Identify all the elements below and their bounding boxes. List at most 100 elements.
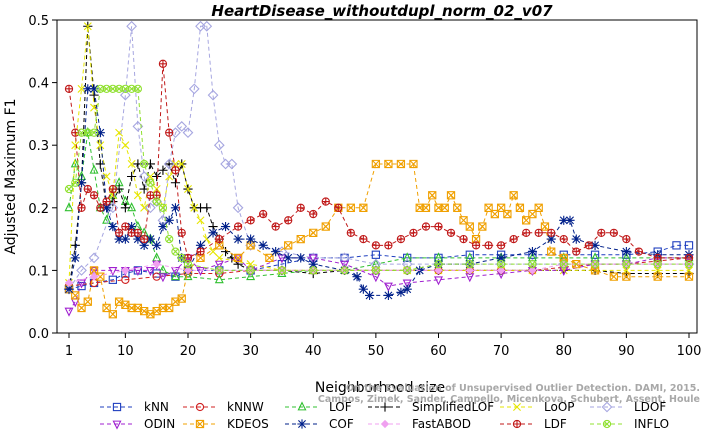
data-point-cof — [76, 178, 87, 188]
data-point-ldf — [121, 222, 129, 231]
data-point-cof — [271, 247, 281, 257]
data-point-loop — [102, 172, 111, 181]
data-point-inflo — [134, 85, 141, 92]
series-line-inflo — [68, 88, 689, 271]
legend-label-loop: LoOP — [544, 400, 575, 414]
data-point-cof — [383, 290, 393, 301]
series-line-ldf — [68, 63, 689, 259]
data-point-inflo — [146, 178, 155, 187]
data-point-ldf — [634, 247, 644, 256]
data-point-kdeos — [233, 253, 243, 263]
data-point-cof — [170, 203, 181, 213]
data-point-kdeos — [515, 203, 525, 212]
data-point-cof — [195, 240, 206, 250]
data-point-inflo — [121, 84, 130, 94]
data-point-kdeos — [503, 209, 512, 219]
data-point-loop — [215, 253, 224, 262]
data-point-ldof — [201, 20, 213, 32]
plot-frame — [56, 19, 698, 334]
data-point-ldf — [77, 203, 86, 212]
x-tick-label: 1 — [65, 344, 73, 359]
legend-label-inflo: INFLO — [634, 417, 669, 431]
data-point-inflo — [372, 267, 379, 274]
data-point-kdeos — [71, 291, 80, 300]
legend-marker-knn — [112, 402, 122, 412]
data-point-inflo — [215, 266, 224, 275]
data-point-ldf — [471, 241, 481, 250]
data-point-ldf — [152, 191, 161, 200]
data-point-ldf — [134, 229, 142, 237]
x-axis-title: Neighborhood size — [315, 380, 445, 396]
data-point-odin — [108, 266, 118, 277]
data-point-kdeos — [409, 159, 418, 169]
data-point-inflo — [133, 84, 143, 94]
data-point-inflo — [340, 266, 349, 275]
data-point-ldf — [109, 185, 117, 193]
data-point-kdeos — [177, 294, 186, 303]
data-point-loop — [96, 141, 105, 150]
data-point-odin — [434, 276, 443, 286]
data-point-fastabod — [89, 272, 99, 281]
data-point-ldf — [196, 247, 205, 256]
data-point-inflo — [371, 266, 381, 275]
data-point-odin — [340, 260, 350, 270]
data-point-inflo — [465, 259, 474, 269]
data-point-inflo — [91, 129, 98, 136]
data-point-inflo — [165, 234, 174, 244]
legend-item-fastabod: FastABOD — [368, 417, 471, 431]
data-point-ldof — [226, 158, 238, 170]
data-point-inflo — [590, 259, 600, 269]
data-point-ldf — [183, 253, 193, 263]
data-point-ldof — [126, 20, 138, 32]
data-point-cof — [133, 234, 143, 244]
data-point-kdeos — [440, 203, 449, 212]
data-point-ldf — [653, 253, 662, 263]
data-point-inflo — [341, 267, 348, 274]
data-point-inflo — [177, 253, 186, 263]
data-point-loop — [177, 159, 186, 168]
data-point-loop — [71, 141, 80, 150]
data-point-ldf — [522, 229, 530, 237]
data-point-cof — [296, 253, 306, 263]
data-point-ldf — [610, 229, 618, 237]
data-point-kdeos — [359, 203, 368, 212]
data-point-fastabod — [465, 266, 474, 275]
legend-marker-cof — [297, 419, 307, 429]
data-point-kdeos — [296, 234, 305, 244]
data-point-kdeos — [428, 191, 437, 200]
data-point-inflo — [559, 259, 568, 269]
data-point-ldf — [584, 241, 593, 250]
legend-label-simplifiedlof: SimplifiedLOF — [412, 400, 494, 414]
data-point-inflo — [89, 128, 99, 137]
data-point-lof — [89, 164, 99, 174]
data-point-inflo — [66, 186, 72, 193]
data-point-ldf — [396, 234, 406, 244]
data-point-simplifiedlof — [139, 184, 149, 194]
y-tick-label: 0.5 — [28, 14, 49, 29]
legend-item-odin: ODIN — [100, 417, 175, 431]
data-point-cof — [145, 234, 156, 244]
data-point-inflo — [172, 248, 179, 255]
data-point-ldf — [484, 241, 493, 249]
data-point-ldf — [434, 222, 443, 231]
data-point-ldf — [535, 229, 543, 237]
data-point-fastabod — [183, 266, 193, 275]
data-point-inflo — [435, 261, 442, 268]
x-tick-label: 90 — [618, 344, 635, 359]
data-point-kdeos — [284, 241, 293, 250]
data-point-ldof — [188, 83, 200, 95]
data-point-ldf — [409, 228, 418, 237]
legend-item-knnw: kNNW — [183, 400, 264, 414]
legend-label-kdeos: KDEOS — [227, 417, 269, 431]
legend-item-loop: LoOP — [500, 400, 575, 414]
data-point-ldf — [158, 59, 168, 68]
x-tick-label: 70 — [493, 344, 510, 359]
data-point-ldf — [585, 241, 593, 249]
legend-marker-inflo — [602, 419, 612, 429]
data-point-ldf — [284, 216, 292, 224]
data-point-ldof — [339, 252, 350, 264]
data-point-ldf — [309, 210, 317, 218]
data-point-inflo — [529, 261, 536, 268]
data-point-cof — [220, 221, 231, 232]
data-point-ldf — [96, 204, 104, 212]
